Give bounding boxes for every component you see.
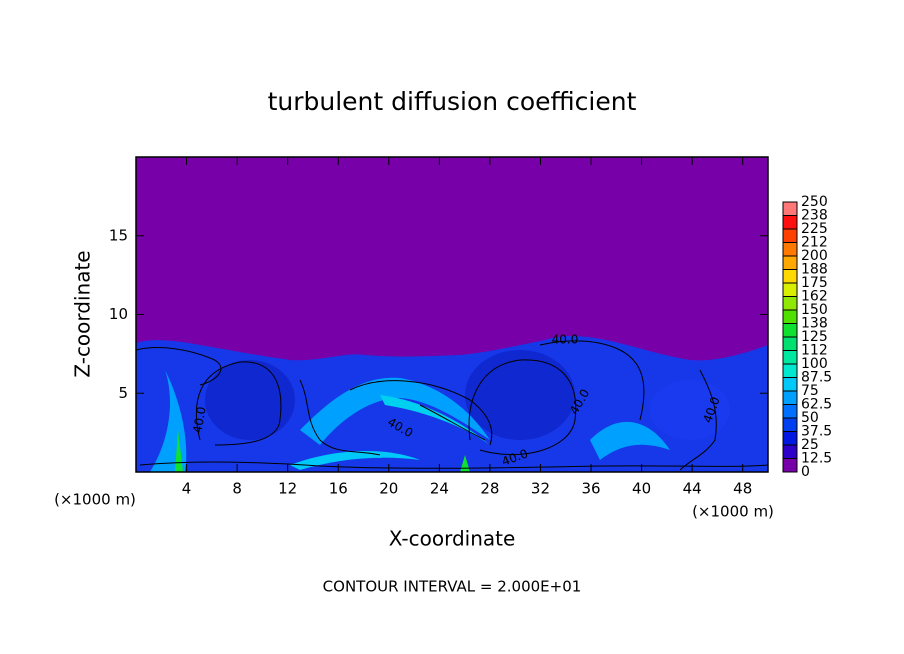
contour-label: 40.0	[190, 406, 208, 435]
colorbar-label: 25	[801, 437, 819, 453]
colorbar-segment	[783, 350, 797, 364]
colorbar-label: 87.5	[801, 370, 832, 386]
y-tick-label: 15	[109, 226, 128, 244]
colorbar-segment	[783, 431, 797, 445]
x-tick-label: 44	[683, 480, 702, 498]
contour-line	[419, 404, 486, 441]
contour-line	[195, 361, 282, 446]
high-region	[380, 395, 490, 445]
contour-line	[349, 380, 493, 446]
colorbar-label: 162	[801, 289, 828, 305]
y-axis-label: Z-coordinate	[71, 250, 95, 377]
colorbar-label: 0	[801, 464, 810, 480]
colorbar-segment	[783, 310, 797, 324]
colorbar-label: 150	[801, 302, 828, 318]
high-region	[300, 377, 490, 445]
colorbar-segment	[783, 229, 797, 243]
y-tick-label: 5	[118, 384, 128, 402]
colorbar-label: 212	[801, 235, 828, 251]
colorbar-label: 200	[801, 248, 828, 264]
x-tick-label: 32	[531, 480, 550, 498]
colorbar-label: 37.5	[801, 424, 832, 440]
colorbar-label: 75	[801, 383, 819, 399]
footer: CONTOUR INTERVAL = 2.000E+01	[323, 578, 582, 596]
colorbar-segment	[783, 391, 797, 405]
high-region	[290, 450, 420, 470]
colorbar-segment	[783, 202, 797, 216]
colorbar-segment	[783, 377, 797, 391]
colorbar-segment	[783, 418, 797, 432]
colorbar-segment	[783, 215, 797, 229]
colorbar-segment	[783, 283, 797, 297]
x-tick-label: 36	[581, 480, 600, 498]
colorbar-label: 225	[801, 221, 828, 237]
contour-line	[299, 379, 381, 456]
colorbar-label: 138	[801, 316, 828, 332]
contour-line	[135, 347, 222, 386]
x-tick-label: 48	[733, 480, 752, 498]
colorbar-segment	[783, 242, 797, 256]
contour-line	[468, 359, 577, 456]
high-region	[590, 421, 670, 460]
field	[135, 157, 769, 472]
colorbar-label: 238	[801, 208, 828, 224]
colorbar-label: 100	[801, 356, 828, 372]
x-tick-label: 20	[379, 480, 398, 498]
peak-region	[175, 430, 183, 472]
low-region	[650, 380, 730, 440]
x-tick-label: 40	[632, 480, 651, 498]
x-tick-label: 24	[430, 480, 449, 498]
colorbar-label: 62.5	[801, 397, 832, 413]
colorbar-segment	[783, 458, 797, 472]
colorbar-segment	[783, 364, 797, 378]
colorbar-segment	[783, 404, 797, 418]
contour-lines	[135, 340, 769, 471]
contour-label: 40.0	[552, 333, 579, 347]
colorbar-segment	[783, 296, 797, 310]
colorbar-segment	[783, 256, 797, 270]
colorbar-segment	[783, 323, 797, 337]
chart-title: turbulent diffusion coefficient	[268, 87, 637, 116]
colorbar-segment	[783, 337, 797, 351]
x-tick-label: 16	[329, 480, 348, 498]
colorbar-label: 112	[801, 343, 828, 359]
x-axis-label: X-coordinate	[389, 527, 516, 551]
y-tick-label: 10	[109, 305, 128, 323]
colorbar-segment	[783, 445, 797, 459]
colorbar-segment	[783, 269, 797, 283]
colorbar-label: 250	[801, 194, 828, 210]
colorbar-label: 50	[801, 410, 819, 426]
contour-line	[139, 461, 769, 469]
y-unit-label: (×1000 m)	[54, 491, 136, 509]
colorbar-label: 188	[801, 262, 828, 278]
x-tick-label: 28	[480, 480, 499, 498]
x-tick-label: 4	[182, 480, 192, 498]
colorbar-label: 125	[801, 329, 828, 345]
x-unit-label: (×1000 m)	[692, 503, 774, 521]
contour-line	[539, 340, 645, 421]
x-tick-label: 8	[232, 480, 242, 498]
contour-line	[679, 369, 717, 471]
x-tick-label: 12	[278, 480, 297, 498]
low-region	[205, 360, 295, 440]
colorbar-label: 175	[801, 275, 828, 291]
low-region	[465, 350, 575, 440]
colorbar-label: 12.5	[801, 451, 832, 467]
